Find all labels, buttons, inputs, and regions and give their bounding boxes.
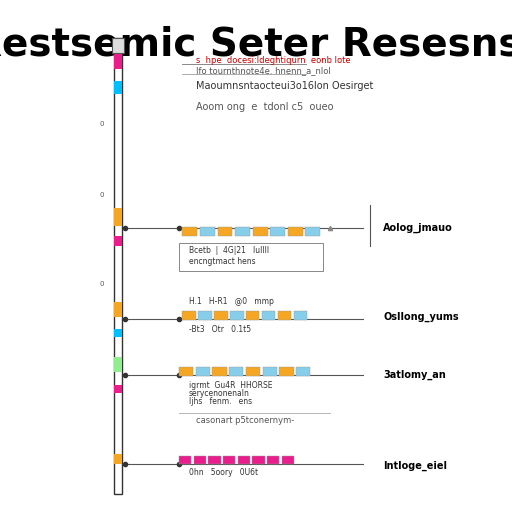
Bar [194, 456, 206, 464]
Text: igrmt  Gu4R  HHORSE: igrmt Gu4R HHORSE [189, 380, 272, 390]
Bar [278, 311, 291, 321]
Bar [114, 302, 122, 317]
Text: 0: 0 [100, 192, 104, 198]
Bar [179, 456, 191, 464]
Bar [288, 227, 303, 236]
Bar [262, 311, 275, 321]
Bar [198, 311, 212, 321]
Text: Bcetb  |  4G|21   lullll: Bcetb | 4G|21 lullll [189, 246, 269, 255]
Bar [305, 227, 321, 236]
Bar [246, 367, 260, 376]
Text: casonart p5tconernym-: casonart p5tconernym- [196, 416, 294, 424]
Bar [246, 311, 260, 321]
Bar [114, 357, 122, 373]
Text: ljhs   fenm.   ens: ljhs fenm. ens [189, 397, 252, 406]
Bar [114, 454, 122, 464]
Bar [296, 367, 310, 376]
Bar [280, 367, 294, 376]
Bar [212, 367, 227, 376]
Bar [230, 311, 244, 321]
Bar [294, 311, 307, 321]
Bar [182, 227, 197, 236]
Bar [182, 311, 196, 321]
Text: serycenonenaln: serycenonenaln [189, 389, 250, 398]
Text: Osllong_yums: Osllong_yums [383, 312, 459, 322]
Bar [114, 81, 122, 94]
Bar [252, 227, 268, 236]
Text: H.1   H-R1   @0   mmp: H.1 H-R1 @0 mmp [189, 297, 274, 306]
Bar [223, 456, 236, 464]
Bar [114, 48, 122, 69]
Bar [114, 385, 122, 393]
Text: 0hn   5oory   0U6t: 0hn 5oory 0U6t [189, 468, 258, 477]
Text: 0: 0 [100, 121, 104, 127]
Text: Ifo tournthnote4e. hnenn_a_nlol: Ifo tournthnote4e. hnenn_a_nlol [196, 66, 331, 75]
Bar [238, 456, 250, 464]
Bar [179, 367, 193, 376]
Text: Maoumnsntaocteui3o16lon Oesirget: Maoumnsntaocteui3o16lon Oesirget [196, 81, 373, 91]
Bar [267, 456, 280, 464]
Bar [179, 243, 323, 271]
Text: 3atlomy_an: 3atlomy_an [383, 370, 446, 380]
Bar [114, 236, 122, 246]
Bar [112, 38, 124, 53]
Text: encngtmact hens: encngtmact hens [189, 257, 255, 266]
Bar [270, 227, 285, 236]
Bar [114, 38, 122, 494]
Bar [200, 227, 215, 236]
Bar [263, 367, 277, 376]
Bar [114, 329, 122, 337]
Bar [235, 227, 250, 236]
Bar [218, 227, 232, 236]
Bar [114, 208, 122, 226]
Bar [252, 456, 265, 464]
Bar [229, 367, 243, 376]
Text: Aoom ong  e  tdonl c5  oueo: Aoom ong e tdonl c5 oueo [196, 101, 333, 112]
Text: Intloge_eiel: Intloge_eiel [383, 461, 447, 472]
Bar [196, 367, 210, 376]
Text: s  hpe  docesi:ldeghtiqurn  eonb lote: s hpe docesi:ldeghtiqurn eonb lote [196, 56, 350, 65]
Text: Aolog_jmauo: Aolog_jmauo [383, 223, 453, 233]
Text: -Bt3   Otr   0.1t5: -Bt3 Otr 0.1t5 [189, 325, 251, 334]
Bar [214, 311, 228, 321]
Bar [282, 456, 294, 464]
Bar [208, 456, 221, 464]
Text: Restsemic Seter Resesnsr: Restsemic Seter Resesnsr [0, 26, 512, 63]
Text: 0: 0 [100, 281, 104, 287]
